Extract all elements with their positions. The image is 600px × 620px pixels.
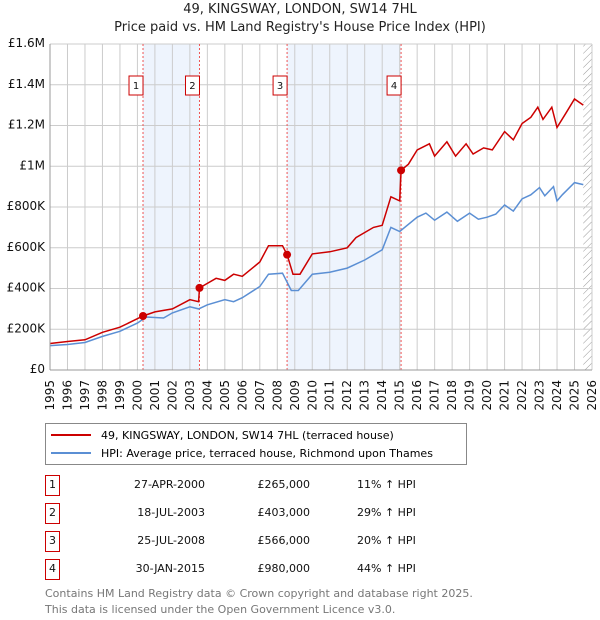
x-tick-label: 1997 [78,380,92,411]
x-tick-label: 2023 [533,380,547,411]
y-tick-label: £600K [7,240,47,254]
sale-marker: 1 [45,475,60,496]
y-tick-label: £200K [7,321,47,335]
x-tick-label: 2013 [358,380,372,411]
x-tick-label: 2022 [515,380,529,411]
sale-date: 30-JAN-2015 [135,562,205,575]
y-tick-label: £1.6M [8,36,45,50]
sale-hpi: 20% ↑ HPI [357,534,416,547]
sale-marker: 4 [45,559,60,580]
y-tick-label: £1.4M [8,77,45,91]
sale-price: £265,000 [257,478,311,491]
x-tick-label: 2021 [498,380,512,411]
x-tick-label: 1998 [95,380,109,411]
sale-date: 27-APR-2000 [133,478,205,491]
y-tick-label: £1M [19,158,45,172]
sale-price: £403,000 [257,506,311,519]
legend-item-hpi: HPI: Average price, terraced house, Rich… [51,445,433,461]
x-tick-label: 2009 [288,380,302,411]
sale-label-box [128,75,144,96]
x-tick-label: 2014 [375,380,389,411]
x-tick-label: 1999 [113,380,127,411]
sale-label: 3 [277,81,283,92]
sale-label-box [184,75,200,96]
x-tick-label: 2020 [480,380,494,411]
x-tick-label: 2018 [445,380,459,411]
y-tick-label: £800K [7,199,47,213]
sale-marker: 2 [45,503,60,524]
sale-marker: 3 [45,531,60,552]
x-tick-label: 2000 [130,380,144,411]
x-tick-label: 1995 [43,380,57,411]
sale-hpi: 29% ↑ HPI [357,506,416,519]
legend-label: 49, KINGSWAY, LONDON, SW14 7HL (terraced… [101,428,394,442]
x-tick-label: 2015 [393,380,407,411]
series-line [49,181,584,347]
legend-label: HPI: Average price, terraced house, Rich… [101,446,433,460]
x-tick-label: 2010 [305,380,319,411]
x-tick-label: 2011 [323,380,337,411]
x-tick-label: 2026 [585,380,599,411]
blue-line-swatch [51,452,91,454]
sale-price: £566,000 [257,534,311,547]
chart-title: 49, KINGSWAY, LONDON, SW14 7HL [183,2,417,17]
chart-subtitle: Price paid vs. HM Land Registry's House … [114,20,486,35]
sale-point [195,283,204,292]
x-tick-label: 2016 [410,380,424,411]
sale-label-box [386,75,402,96]
sale-point [139,312,148,321]
x-tick-label: 2008 [270,380,284,411]
x-tick-label: 2004 [200,380,214,411]
sale-price: £980,000 [257,562,311,575]
sale-label: 2 [189,81,195,92]
y-tick-label: £0 [30,362,45,376]
sale-label: 4 [391,81,397,92]
sale-date: 25-JUL-2008 [137,534,205,547]
price-chart: 1995 1996 1997 1998 1999 2000 2001 2002 2003 2004… [7,36,599,411]
y-tick-label: £400K [7,281,47,295]
sale-point [283,250,292,259]
x-tick-label: 2017 [428,380,442,411]
x-tick-label: 2012 [340,380,354,411]
legend-item-price: 49, KINGSWAY, LONDON, SW14 7HL (terraced… [51,427,394,443]
sale-hpi: 44% ↑ HPI [357,562,416,575]
sale-label: 1 [133,81,139,92]
footer-licence: This data is licensed under the Open Gov… [45,603,396,616]
sale-hpi: 11% ↑ HPI [357,478,416,491]
x-tick-label: 2019 [463,380,477,411]
y-tick-label: £1.2M [8,118,45,132]
sale-point [397,166,406,175]
series-line [49,97,584,345]
legend: 49, KINGSWAY, LONDON, SW14 7HL (terraced… [45,423,467,465]
x-tick-label: 2002 [165,380,179,411]
x-tick-label: 2005 [218,380,232,411]
x-tick-label: 2025 [568,380,582,411]
x-tick-label: 2007 [253,380,267,411]
sale-date: 18-JUL-2003 [137,506,205,519]
x-tick-label: 2001 [148,380,162,411]
x-tick-label: 2003 [183,380,197,411]
x-tick-label: 2006 [235,380,249,411]
x-tick-label: 2024 [550,380,564,411]
footer-copyright: Contains HM Land Registry data © Crown c… [45,587,473,600]
red-line-swatch [51,434,91,436]
sale-label-box [272,75,288,96]
x-tick-label: 1996 [60,380,74,411]
